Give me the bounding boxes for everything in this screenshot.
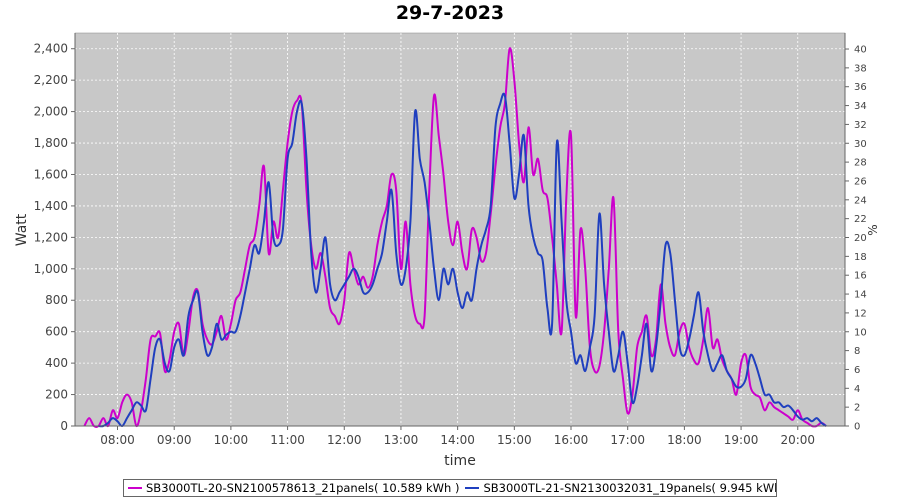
y-tick-label: 1,200: [34, 230, 68, 244]
y-tick-label: 1,800: [34, 136, 68, 150]
x-tick-label: 09:00: [157, 433, 192, 447]
y2-tick-label: 40: [854, 45, 867, 56]
line-chart: 02004006008001,0001,2001,4001,6001,8002,…: [14, 32, 880, 469]
y2-tick-label: 22: [854, 214, 867, 225]
y2-tick-label: 26: [854, 176, 867, 187]
y-tick-label: 1,400: [34, 199, 68, 213]
legend-item-series-2: SB3000TL-21-SN2130032031_19panels( 9.945…: [465, 481, 777, 495]
legend-swatch-series-2: [465, 487, 480, 489]
legend-swatch-series-1: [128, 487, 142, 489]
y-tick-label: 1,000: [34, 262, 68, 276]
y2-tick-label: 32: [854, 120, 867, 131]
x-axis-label: time: [444, 453, 476, 469]
y2-tick-label: 34: [854, 101, 867, 112]
y-tick-label: 1,600: [34, 167, 68, 181]
y2-tick-label: 16: [854, 271, 867, 282]
legend-label-series-1: SB3000TL-20-SN2100578613_21panels( 10.58…: [146, 481, 460, 495]
y2-tick-label: 2: [854, 403, 860, 414]
y-tick-label: 400: [45, 356, 68, 370]
y-tick-label: 200: [45, 388, 68, 402]
x-tick-label: 13:00: [384, 433, 419, 447]
y2-tick-label: 38: [854, 63, 867, 74]
x-tick-label: 18:00: [667, 433, 702, 447]
x-tick-label: 15:00: [497, 433, 532, 447]
y2-tick-label: 0: [854, 422, 860, 433]
y2-tick-label: 12: [854, 308, 867, 319]
y2-axis-label: %: [866, 224, 880, 235]
y2-tick-label: 6: [854, 365, 860, 376]
y-axis-label: Watt: [14, 213, 30, 246]
x-tick-label: 11:00: [270, 433, 305, 447]
x-tick-label: 17:00: [610, 433, 645, 447]
y-tick-label: 2,200: [34, 73, 68, 87]
y-tick-label: 800: [45, 293, 68, 307]
y2-tick-label: 20: [854, 233, 867, 244]
legend-label-series-2: SB3000TL-21-SN2130032031_19panels( 9.945…: [483, 481, 777, 495]
series-lines: [83, 47, 827, 428]
y2-tick-label: 14: [854, 290, 867, 301]
x-tick-label: 08:00: [100, 433, 135, 447]
y2-tick-label: 10: [854, 327, 867, 338]
x-tick-label: 10:00: [214, 433, 249, 447]
legend-item-series-1: SB3000TL-20-SN2100578613_21panels( 10.58…: [128, 481, 459, 495]
axes: 02004006008001,0001,2001,4001,6001,8002,…: [34, 33, 867, 447]
y-tick-label: 600: [45, 325, 68, 339]
y2-tick-label: 4: [854, 384, 860, 395]
chart-title: 29-7-2023: [395, 2, 505, 24]
y-tick-label: 0: [60, 419, 68, 433]
y2-tick-label: 36: [854, 82, 867, 93]
y2-tick-label: 8: [854, 346, 860, 357]
y2-tick-label: 28: [854, 158, 867, 169]
x-tick-label: 20:00: [780, 433, 815, 447]
x-tick-label: 14:00: [440, 433, 475, 447]
y-tick-label: 2,400: [34, 42, 68, 56]
x-tick-label: 16:00: [554, 433, 589, 447]
y2-tick-label: 30: [854, 139, 867, 150]
x-tick-label: 12:00: [327, 433, 362, 447]
chart-legend: SB3000TL-20-SN2100578613_21panels( 10.58…: [123, 479, 777, 497]
y2-tick-label: 24: [854, 195, 867, 206]
y2-tick-label: 18: [854, 252, 867, 263]
x-tick-label: 19:00: [724, 433, 759, 447]
series-line-2: [98, 92, 827, 428]
series-line-1: [83, 47, 827, 428]
y-tick-label: 2,000: [34, 105, 68, 119]
